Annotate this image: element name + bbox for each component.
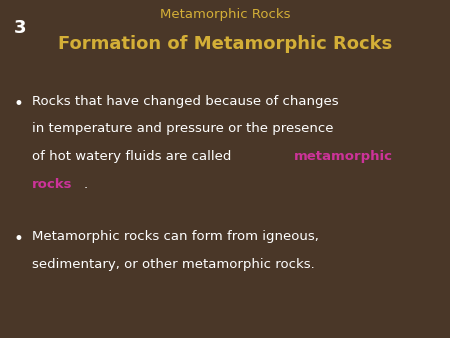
Text: of hot watery fluids are called: of hot watery fluids are called — [32, 150, 235, 163]
Text: •: • — [14, 95, 23, 113]
Text: Formation of Metamorphic Rocks: Formation of Metamorphic Rocks — [58, 35, 392, 53]
Text: in temperature and pressure or the presence: in temperature and pressure or the prese… — [32, 122, 333, 135]
Text: •: • — [14, 230, 23, 248]
Text: sedimentary, or other metamorphic rocks.: sedimentary, or other metamorphic rocks. — [32, 258, 314, 270]
Text: .: . — [84, 178, 88, 191]
Text: 3: 3 — [14, 19, 26, 37]
Text: Rocks that have changed because of changes: Rocks that have changed because of chang… — [32, 95, 338, 107]
Text: Metamorphic Rocks: Metamorphic Rocks — [160, 8, 290, 21]
Text: metamorphic: metamorphic — [294, 150, 393, 163]
Text: Metamorphic rocks can form from igneous,: Metamorphic rocks can form from igneous, — [32, 230, 319, 243]
Text: rocks: rocks — [32, 178, 72, 191]
